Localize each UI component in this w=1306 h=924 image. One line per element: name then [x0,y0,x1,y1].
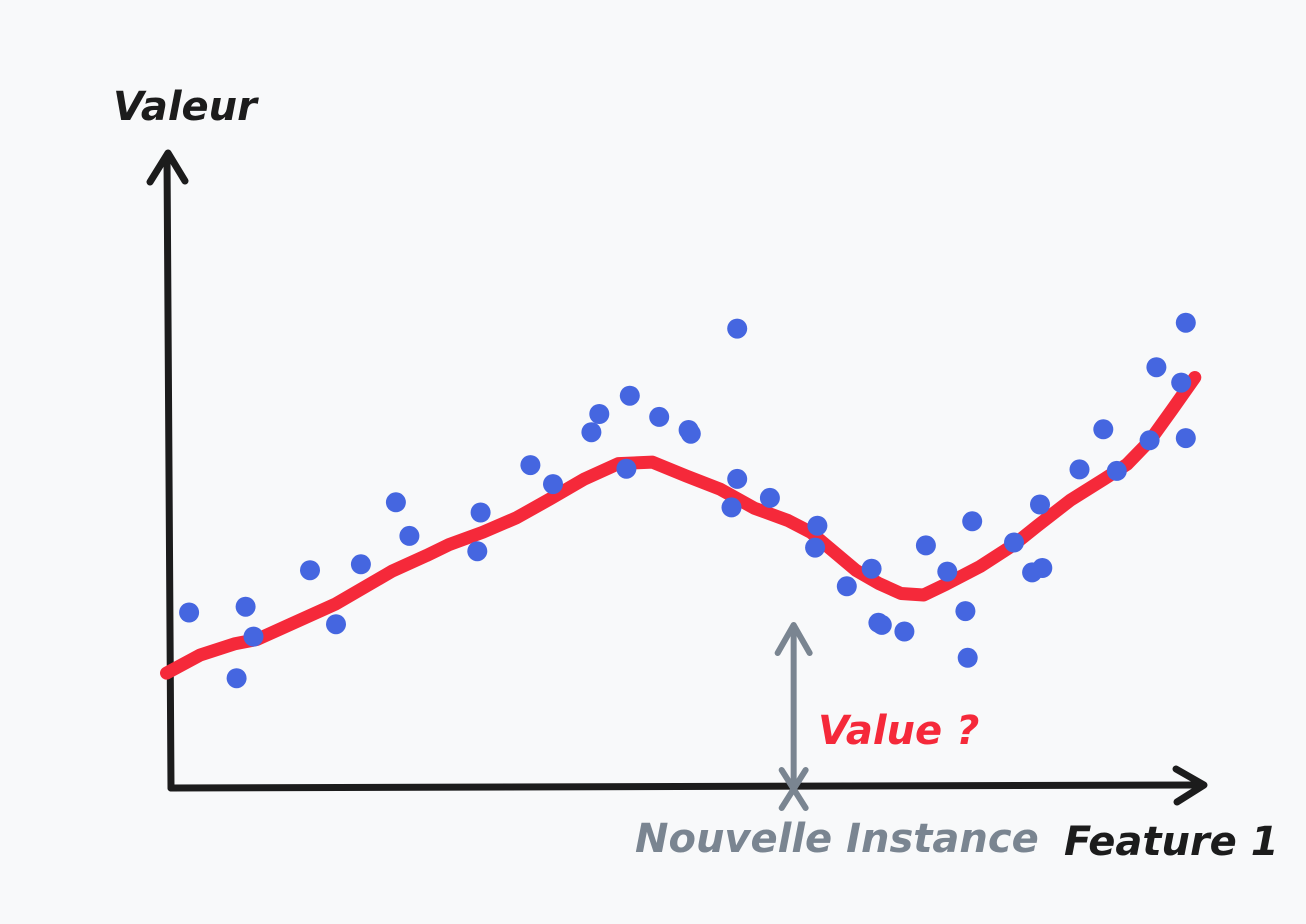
data-point [915,535,936,556]
points-layer [179,312,1196,689]
new-instance-label: Nouvelle Instance [635,816,1039,862]
data-point [1030,494,1050,515]
data-point [1093,419,1114,440]
instance-x-mark-b [778,767,809,811]
data-point [243,626,264,647]
data-point [1171,372,1192,393]
data-point [470,502,491,523]
regression-curve [160,371,1202,680]
y-axis-label: Valeur [113,84,259,130]
x-axis-arrow [1172,765,1208,806]
data-point [235,596,256,617]
data-point [871,614,892,635]
data-point [619,385,640,406]
x-axis-label: Feature 1 [1064,819,1279,865]
data-point [955,601,976,622]
annotation-layer [774,622,813,811]
data-point [226,668,247,689]
data-point [1146,357,1167,378]
data-point [727,318,748,339]
data-point [385,492,406,513]
data-point [1106,460,1127,481]
data-point [467,541,488,562]
data-point [861,558,882,579]
data-point [894,621,915,642]
y-axis-arrow [146,149,189,186]
data-point [543,474,563,495]
data-point [937,561,958,582]
axes [146,149,1208,806]
data-point [836,576,857,597]
data-point [1175,312,1196,333]
data-point [721,497,742,518]
data-point [1004,532,1024,553]
data-point [1032,558,1053,578]
data-point [581,422,602,443]
data-point [1175,428,1196,449]
data-point [962,511,983,532]
data-point [350,554,371,575]
data-point [1139,430,1160,451]
data-point [649,406,670,427]
data-point [807,515,828,536]
data-point [680,423,701,444]
data-point [727,468,748,489]
data-point [300,560,320,581]
data-point [957,647,978,668]
curve-layer [160,371,1202,680]
instance-arrow-head [774,622,813,656]
data-point [589,404,610,424]
data-point [179,602,200,623]
x-axis-line [167,781,1204,792]
data-point [805,537,826,558]
value-question-label: Value ? [818,708,979,754]
data-point [759,487,780,508]
data-point [399,525,420,546]
y-axis-line [163,154,175,792]
data-point [616,458,637,479]
data-point [520,455,541,476]
data-point [1069,459,1090,480]
data-point [326,614,346,635]
